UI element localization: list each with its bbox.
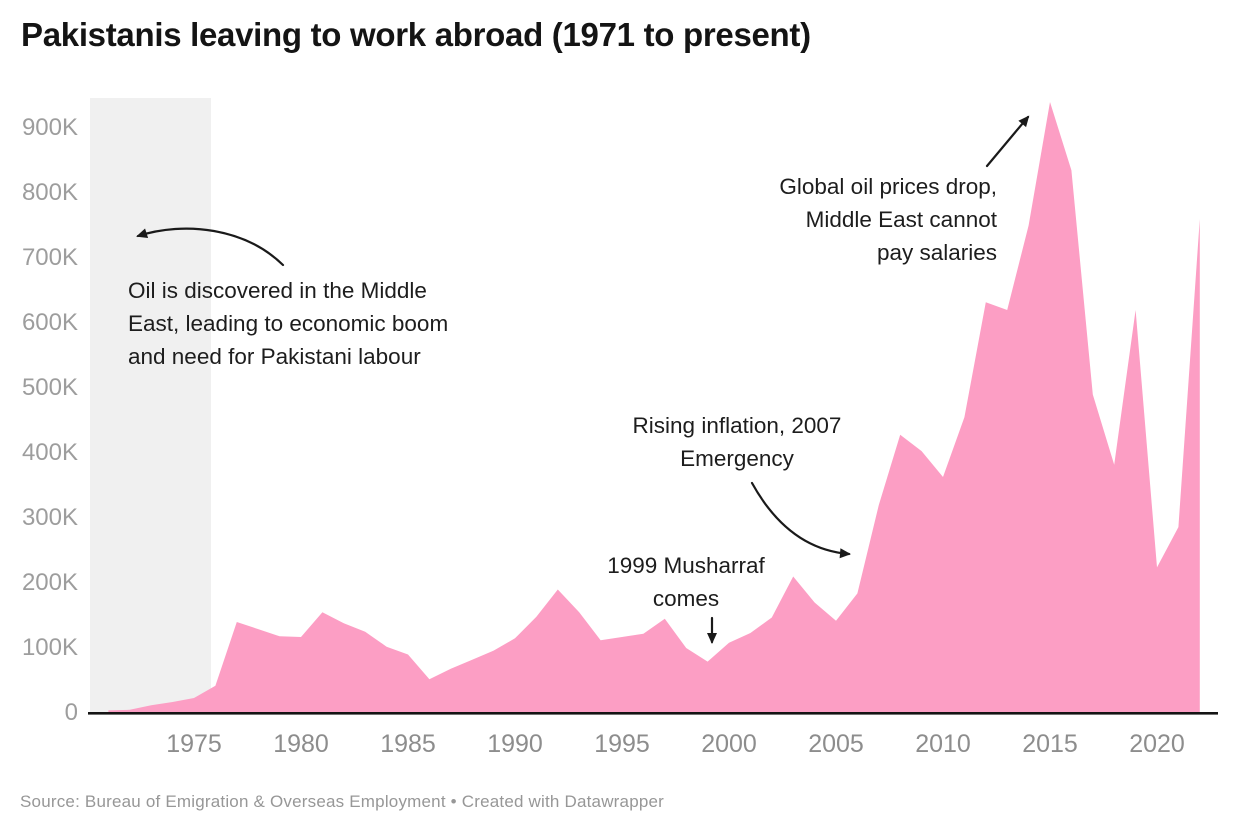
y-tick-label: 700K [21, 244, 78, 271]
annotation-arrow-oil-discovery [136, 227, 285, 267]
x-tick-label: 1980 [273, 730, 329, 758]
x-tick-label: 1995 [594, 730, 650, 758]
annotation-musharraf: 1999 Musharraf comes [607, 553, 765, 611]
annotation-oil-prices-drop: Global oil prices drop, Middle East cann… [779, 174, 997, 265]
x-tick-label: 2000 [701, 730, 757, 758]
x-tick-label: 2010 [915, 730, 971, 758]
annotation-oil-discovery: Oil is discovered in the Middle East, le… [128, 278, 449, 369]
y-tick-label: 300K [21, 504, 78, 531]
chart-footer: Source: Bureau of Emigration & Overseas … [20, 792, 665, 811]
chart-title: Pakistanis leaving to work abroad (1971 … [21, 16, 811, 53]
y-tick-label: 500K [21, 374, 78, 401]
x-tick-label: 2005 [808, 730, 864, 758]
annotation-arrow-oil-prices-drop [985, 115, 1030, 168]
x-tick-label: 2020 [1129, 730, 1185, 758]
y-tick-label: 600K [21, 309, 78, 336]
x-tick-label: 1985 [380, 730, 436, 758]
x-axis-line [88, 712, 1218, 715]
y-tick-label: 100K [21, 634, 78, 661]
area-series [108, 102, 1200, 713]
y-tick-label: 0 [64, 699, 78, 726]
x-tick-label: 1990 [487, 730, 543, 758]
annotation-rising-inflation: Rising inflation, 2007 Emergency [632, 413, 842, 471]
y-tick-label: 200K [21, 569, 78, 596]
annotation-arrow-rising-inflation [750, 481, 851, 559]
x-tick-label: 2015 [1022, 730, 1078, 758]
y-tick-label: 900K [21, 114, 78, 141]
y-tick-label: 400K [21, 439, 78, 466]
y-tick-label: 800K [21, 179, 78, 206]
highlight-band [90, 98, 211, 713]
x-tick-label: 1975 [166, 730, 222, 758]
